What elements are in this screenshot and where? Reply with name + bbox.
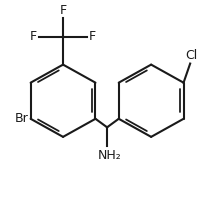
Text: F: F [89, 30, 96, 44]
Text: F: F [60, 4, 67, 17]
Text: NH₂: NH₂ [97, 148, 121, 162]
Text: Cl: Cl [185, 49, 197, 62]
Text: Br: Br [15, 112, 28, 125]
Text: F: F [30, 30, 37, 44]
